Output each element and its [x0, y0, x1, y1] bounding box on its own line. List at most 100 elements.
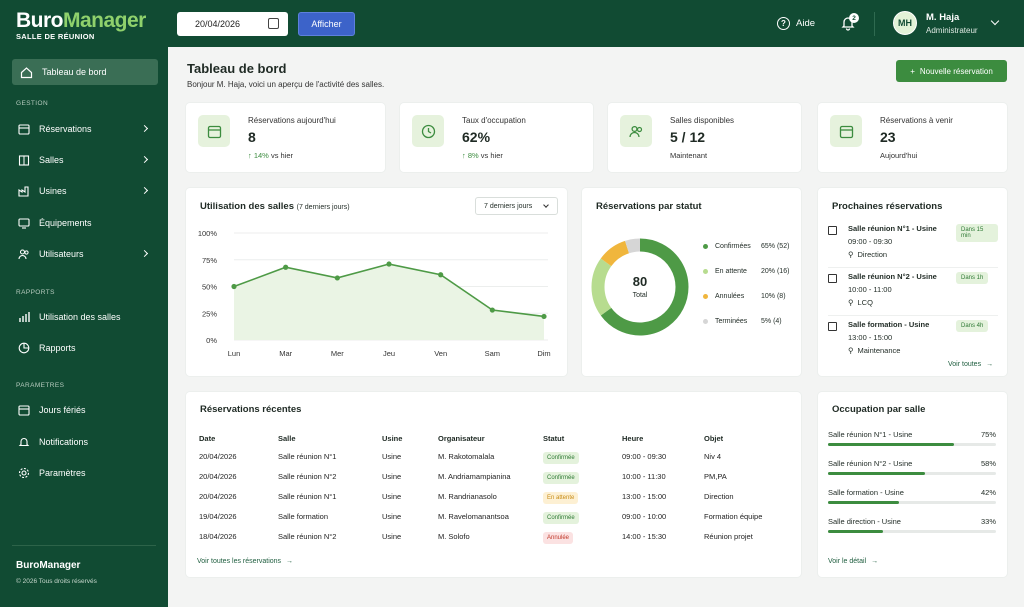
sidebar-item-dashboard[interactable]: Tableau de bord — [12, 59, 158, 85]
status-badge: En attente — [543, 491, 579, 504]
event-hours: 10:00 - 11:00 — [848, 285, 892, 294]
status-chart-title: Réservations par statut — [596, 201, 702, 212]
data-point — [283, 264, 289, 270]
status-badge: Annulée — [543, 531, 574, 544]
column-header: Date — [199, 433, 216, 443]
event-dept-label: Maintenance — [857, 346, 901, 355]
legend-pct: 10% — [761, 293, 776, 300]
cell-organizer: M. Solofo — [438, 531, 470, 541]
sidebar-item-usines[interactable]: Usines — [17, 182, 157, 200]
x-tick-label: Mar — [279, 349, 292, 358]
table-row[interactable]: 19/04/2026 Salle formation Usine M. Ravelom… — [199, 506, 794, 526]
recent-reservations-card: Réservations récentes Date Salle Usine O… — [186, 392, 801, 577]
occupancy-row: Salle réunion N°1 - Usine 75% — [828, 430, 996, 446]
sidebar-item-rapports[interactable]: Rapports — [17, 339, 157, 357]
status-badge: Confirmée — [543, 451, 579, 464]
user-menu[interactable]: M. Haja Administrateur — [926, 12, 978, 35]
cell-organizer: M. Andriamampianina — [438, 471, 511, 481]
period-select[interactable]: 7 derniers jours — [475, 197, 558, 215]
period-select-value: 7 derniers jours — [484, 202, 533, 210]
kpi-footnote: Aujourd'hui — [880, 151, 918, 160]
usage-title-text: Utilisation des salles — [200, 201, 294, 212]
reservations-table: Date Salle Usine Organisateur Statut Heu… — [199, 430, 794, 546]
table-row[interactable]: 20/04/2026 Salle réunion N°1 Usine M. Randr… — [199, 486, 794, 506]
occupancy-title: Occupation par salle — [832, 404, 926, 415]
kpi-delta: 8% — [467, 151, 479, 160]
cell-status: Confirmée — [543, 446, 622, 466]
see-all-upcoming-link[interactable]: Voir toutes → — [948, 361, 993, 368]
clock-icon — [412, 115, 444, 147]
divider — [828, 315, 998, 316]
sidebar-item-equipements[interactable]: Équipements — [17, 214, 157, 232]
sidebar: Tableau de bord GESTION Réservations Sal… — [0, 47, 168, 607]
cell-site: Usine — [382, 491, 402, 501]
table-row[interactable]: 20/04/2026 Salle réunion N°1 Usine M. Rakot… — [199, 446, 794, 466]
sidebar-item-jours-feries[interactable]: Jours fériés — [17, 401, 157, 419]
upcoming-event[interactable]: Salle formation - Usine 13:00 - 15:00 ⚲ M… — [828, 320, 998, 364]
progress-track — [828, 501, 996, 504]
donut-total-value: 80 — [632, 274, 648, 289]
link-label: Voir le détail — [828, 558, 867, 565]
event-hours: 13:00 - 15:00 — [848, 333, 893, 342]
event-time-badge: Dans 15 min — [956, 224, 998, 242]
event-time-badge: Dans 4h — [956, 320, 989, 332]
data-point — [334, 275, 340, 281]
user-name: M. Haja — [926, 12, 960, 23]
user-icon: ⚲ — [848, 298, 854, 307]
legend-count: (8) — [776, 293, 786, 300]
chevron-down-icon[interactable] — [990, 16, 1000, 26]
legend-pct: 65% — [761, 243, 776, 250]
upcoming-event[interactable]: Salle réunion N°1 - Usine 09:00 - 09:30 … — [828, 224, 998, 268]
calendar-icon[interactable] — [268, 18, 279, 29]
calendar-icon — [828, 322, 837, 331]
avatar[interactable]: MH — [893, 11, 917, 35]
column-header: Heure — [622, 433, 644, 443]
sidebar-item-utilisation[interactable]: Utilisation des salles — [17, 308, 157, 326]
afficher-button[interactable]: Afficher — [298, 12, 355, 36]
occupancy-row: Salle direction - Usine 33% — [828, 517, 996, 533]
x-tick-label: Dim — [537, 349, 550, 358]
calendar-icon — [828, 274, 837, 283]
brand-logo[interactable]: BuroManager SALLE DE RÉUNION — [16, 10, 146, 41]
progress-fill — [828, 530, 884, 533]
chevron-right-icon — [140, 155, 149, 164]
see-all-reservations-link[interactable]: Voir toutes les réservations → — [197, 558, 293, 565]
upcoming-event[interactable]: Salle réunion N°2 - Usine 10:00 - 11:00 … — [828, 272, 998, 316]
arrow-right-icon: → — [286, 558, 294, 565]
room-pct: 42% — [980, 488, 996, 497]
event-time-badge: Dans 1h — [956, 272, 989, 284]
legend-dot — [703, 294, 708, 299]
y-tick-label: 0% — [206, 336, 217, 345]
column-header: Statut — [543, 433, 565, 443]
table-row[interactable]: 18/04/2026 Salle réunion N°2 Usine M. Solof… — [199, 526, 794, 546]
cell-time: 10:00 - 11:30 — [622, 471, 666, 481]
table-header-row: Date Salle Usine Organisateur Statut Heu… — [199, 430, 794, 446]
link-label: Voir toutes les réservations — [197, 558, 282, 565]
cell-site: Usine — [382, 531, 402, 541]
occupancy-detail-link[interactable]: Voir le détail → — [828, 558, 878, 565]
status-chart-card: Réservations par statut 80 Total Confirm… — [582, 188, 801, 376]
help-link[interactable]: ? Aide — [777, 17, 815, 30]
sidebar-item-reservations[interactable]: Réservations — [17, 120, 157, 138]
date-picker-input[interactable]: 20/04/2026 — [177, 12, 288, 36]
sidebar-item-salles[interactable]: Salles — [17, 151, 157, 169]
data-point — [438, 272, 444, 278]
new-reservation-button[interactable]: + Nouvelle réservation — [896, 60, 1007, 82]
kpi-label: Salles disponibles — [670, 116, 735, 125]
date-value: 20/04/2026 — [195, 19, 241, 29]
sidebar-item-notifications[interactable]: Notifications — [17, 433, 157, 451]
cell-room: Salle réunion N°2 — [278, 471, 337, 481]
sidebar-item-utilisateurs[interactable]: Utilisateurs — [17, 245, 157, 263]
plus-icon: + — [910, 66, 915, 76]
column-header: Usine — [382, 433, 403, 443]
table-row[interactable]: 20/04/2026 Salle réunion N°2 Usine M. Andri… — [199, 466, 794, 486]
sidebar-item-parametres[interactable]: Paramètres — [17, 464, 157, 482]
cell-subject: Réunion projet — [704, 531, 753, 541]
kpi-trend: ↑ 8% vs hier — [462, 151, 503, 160]
building-icon — [17, 154, 30, 167]
kpi-card-reservations-today: Réservations aujourd'hui 8 ↑ 14% vs hier — [186, 103, 385, 172]
cell-organizer: M. Rakotomalala — [438, 451, 495, 461]
chevron-right-icon — [140, 249, 149, 258]
column-header: Objet — [704, 433, 724, 443]
progress-track — [828, 472, 996, 475]
